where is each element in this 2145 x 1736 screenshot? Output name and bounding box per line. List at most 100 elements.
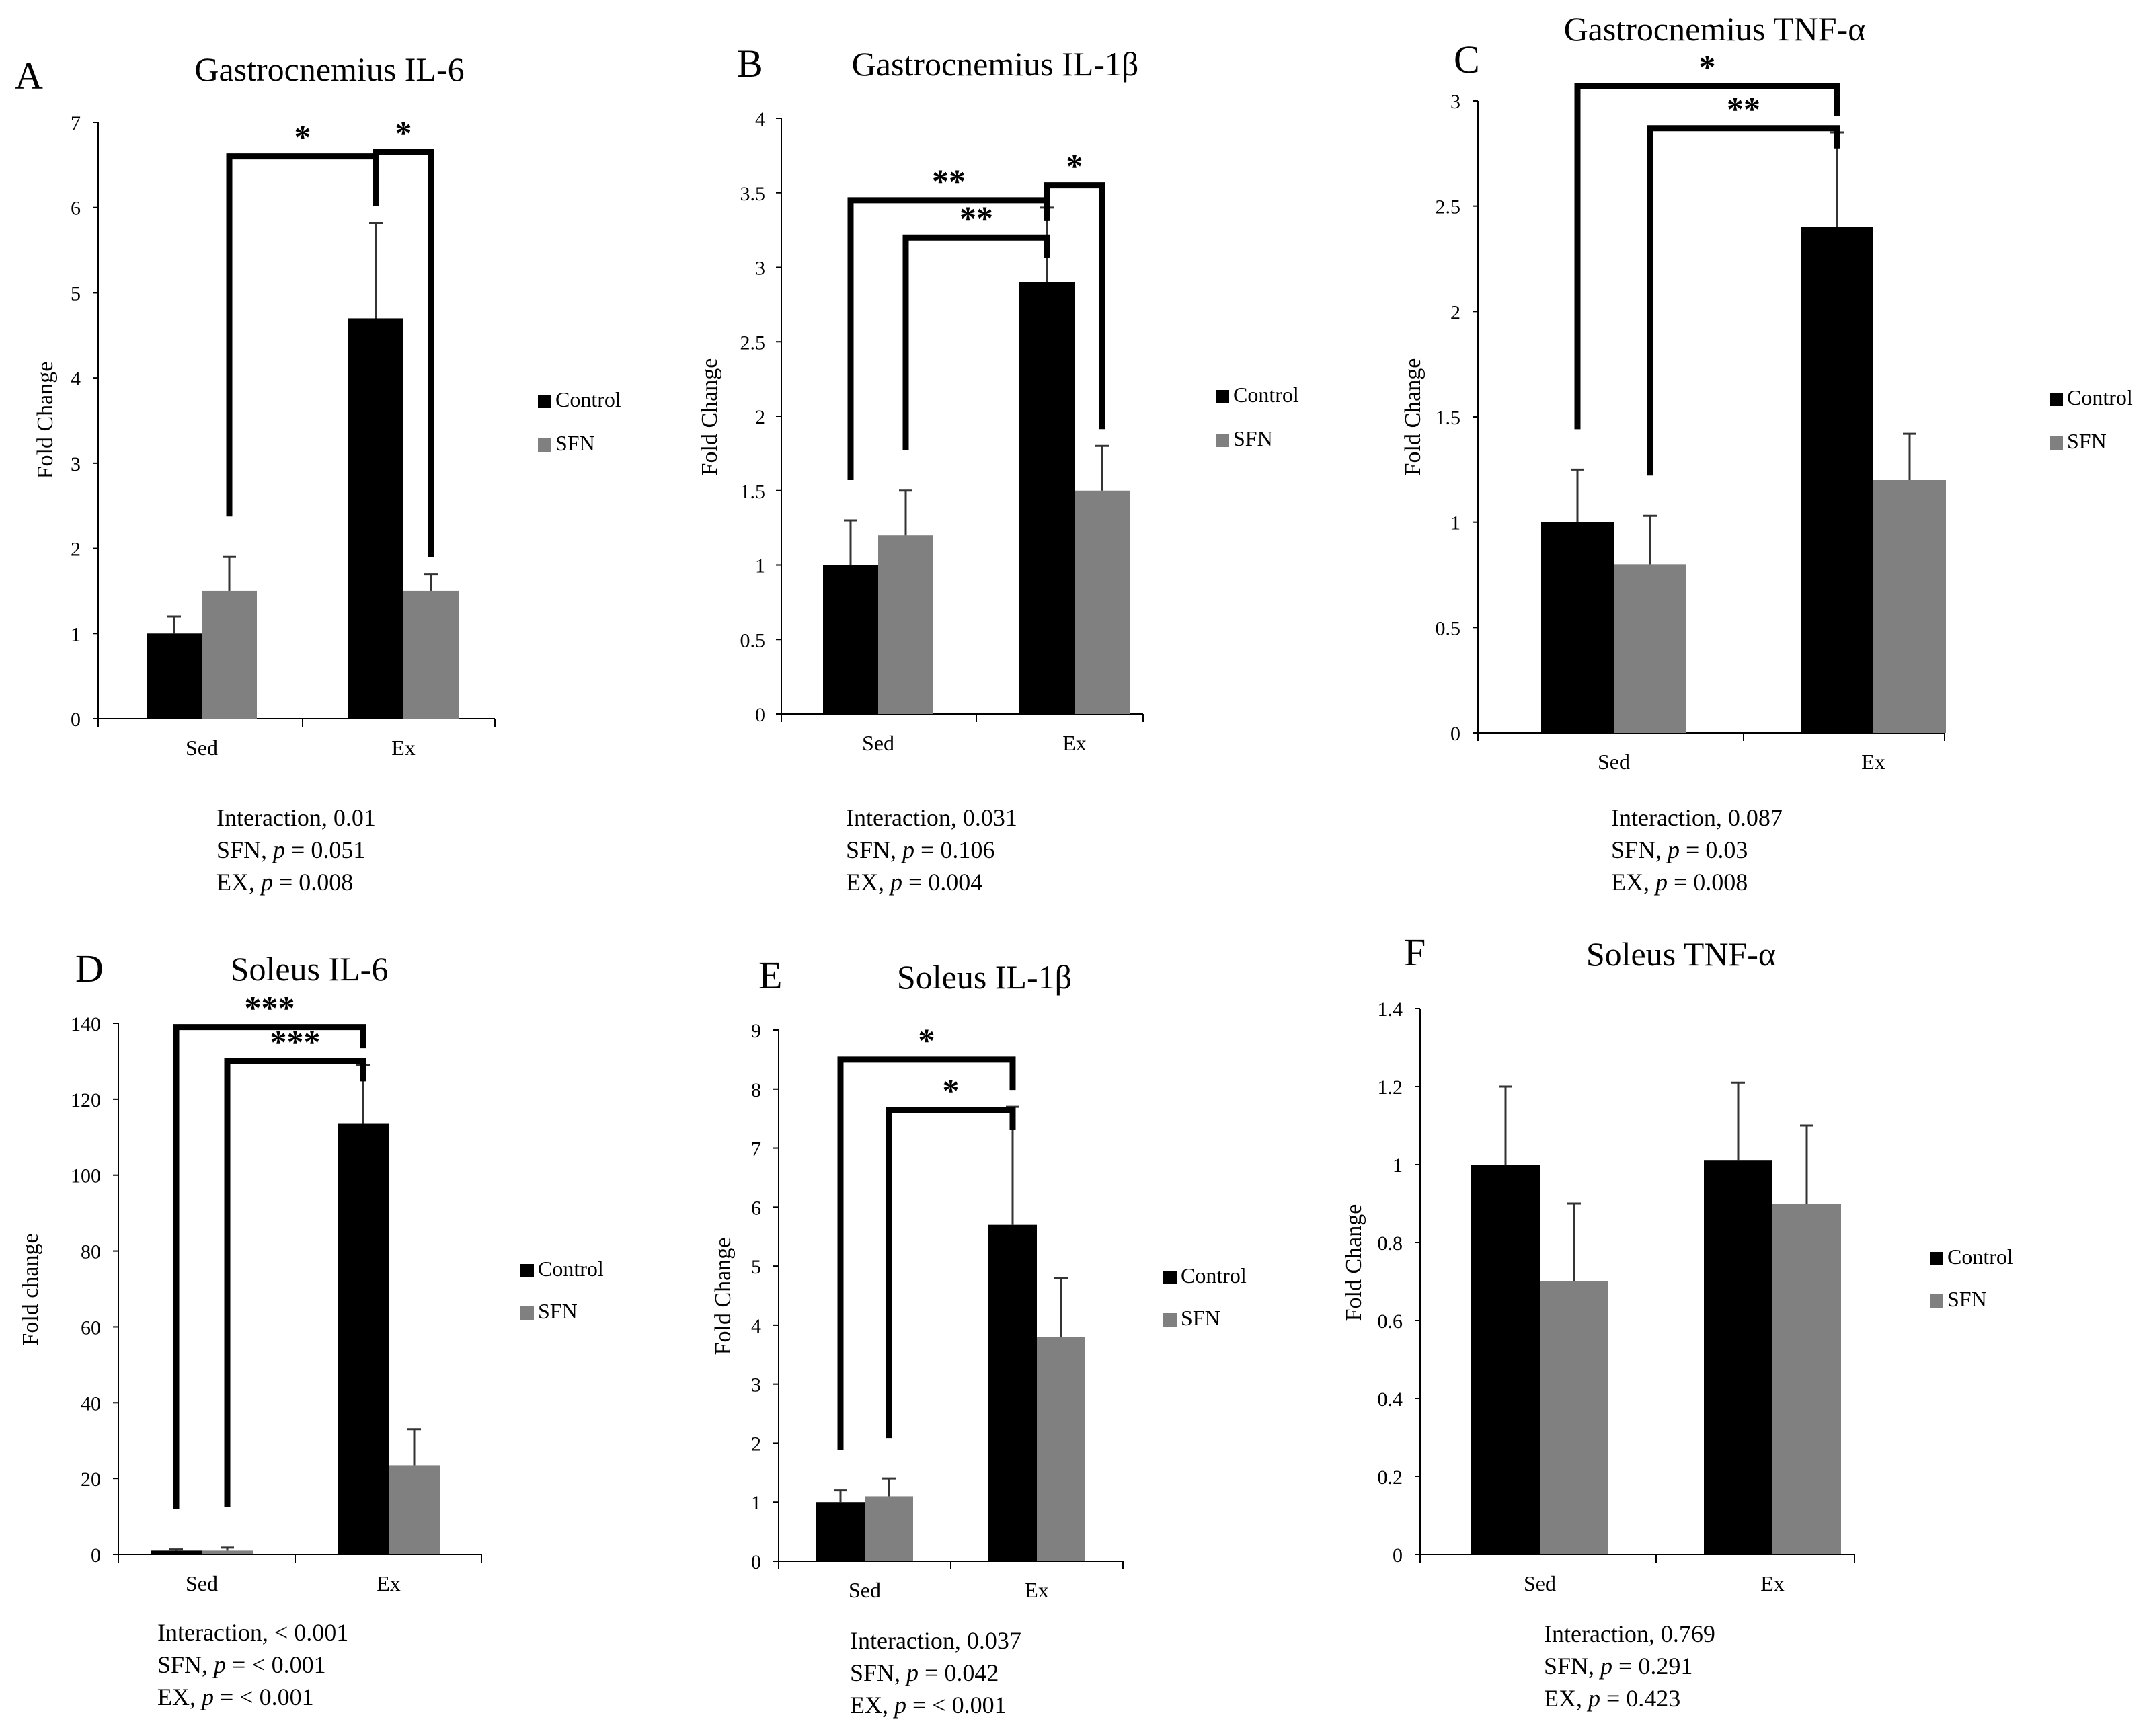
legend-swatch-control [520, 1264, 534, 1277]
y-tick-label: 0 [91, 1544, 101, 1567]
y-tick-label: 1.4 [1378, 998, 1403, 1021]
stats-sfn: SFN, p = 0.291 [1544, 1653, 1692, 1680]
significance-label: * [1699, 48, 1716, 85]
bar-control-sed [147, 633, 202, 719]
x-tick-label: Ex [1062, 731, 1087, 755]
bar-control-ex [338, 1123, 389, 1554]
significance-bracket [373, 149, 434, 557]
y-tick-label: 40 [81, 1392, 101, 1415]
x-tick-label: Sed [186, 1571, 218, 1595]
y-tick-label: 2 [1450, 301, 1460, 323]
legend: Control SFN [2050, 385, 2133, 453]
bar-control-sed [1541, 522, 1614, 733]
x-tick-label: Sed [849, 1578, 881, 1602]
legend: Control SFN [1216, 383, 1299, 450]
significance-label: * [943, 1072, 960, 1109]
bar-sfn-sed [202, 590, 257, 719]
legend-swatch-sfn [520, 1306, 534, 1320]
bar-control-sed [816, 1502, 865, 1561]
y-tick-label: 0.4 [1378, 1388, 1403, 1411]
stats-interaction: Interaction, 0.087 [1611, 804, 1783, 831]
y-tick-label: 1.5 [1436, 407, 1461, 429]
panel-letter: D [75, 947, 104, 990]
x-tick-label: Ex [1861, 750, 1885, 774]
y-tick-label: 2.5 [1436, 196, 1461, 219]
y-tick-label: 9 [751, 1020, 761, 1042]
stats-sfn: SFN, p = 0.042 [850, 1659, 999, 1686]
x-tick-label: Ex [391, 736, 416, 760]
x-tick-label: Sed [186, 736, 218, 760]
panel-letter: A [15, 54, 43, 97]
y-axis-label: Fold Change [33, 362, 58, 479]
legend-swatch-sfn [1216, 434, 1229, 447]
y-tick-label: 20 [81, 1468, 101, 1491]
stats-ex: EX, p = 0.008 [217, 869, 353, 896]
y-tick-label: 0 [1450, 723, 1460, 745]
bar-sfn-ex [389, 1465, 440, 1554]
y-tick-label: 0 [71, 709, 81, 731]
stats-block: Interaction, 0.037 SFN, p = 0.042 EX, p = … [850, 1627, 1021, 1719]
x-tick-label: Ex [1025, 1578, 1049, 1602]
y-tick-label: 1.2 [1378, 1076, 1403, 1099]
stats-ex: EX, p = 0.004 [846, 869, 982, 896]
bar-sfn-ex [403, 590, 459, 719]
y-tick-label: 3 [755, 258, 765, 280]
legend-swatch-sfn [1930, 1294, 1943, 1308]
significance-label: *** [270, 1023, 321, 1060]
y-tick-label: 5 [71, 282, 81, 305]
chart-title: Soleus IL-6 [231, 950, 389, 988]
legend-swatch-control [1163, 1271, 1177, 1284]
y-tick-label: 5 [751, 1256, 761, 1278]
legend-swatch-control [1930, 1252, 1943, 1265]
legend-label-sfn: SFN [2067, 429, 2107, 453]
y-tick-label: 0 [755, 704, 765, 726]
y-tick-label: 1 [71, 623, 81, 645]
legend-label-sfn: SFN [1233, 426, 1273, 450]
x-tick-label: Ex [377, 1571, 401, 1595]
x-tick-label: Ex [1760, 1571, 1785, 1595]
x-tick-label: Sed [1598, 750, 1630, 774]
y-tick-label: 8 [751, 1079, 761, 1101]
x-tick-label: Sed [862, 731, 894, 755]
legend: Control SFN [1163, 1263, 1247, 1330]
legend: Control SFN [520, 1257, 604, 1323]
chart-panel-e: E Soleus IL-1β Fold Change 0 1 2 3 4 5 6 7 8 9 Sed Ex *… [711, 953, 1247, 1719]
legend-label-control: Control [1233, 383, 1299, 407]
stats-sfn: SFN, p = 0.051 [217, 836, 365, 863]
panel-letter: F [1404, 931, 1426, 974]
y-axis-label: Fold Change [1341, 1204, 1366, 1322]
y-tick-label: 2.5 [740, 331, 766, 354]
bar-sfn-sed [878, 535, 933, 714]
legend-label-sfn: SFN [538, 1299, 578, 1323]
y-tick-label: 1 [751, 1492, 761, 1514]
legend-swatch-control [538, 395, 551, 408]
stats-block: Interaction, 0.031 SFN, p = 0.106 EX, p = … [846, 804, 1017, 896]
stats-block: Interaction, 0.01 SFN, p = 0.051 EX, p = 0… [217, 804, 376, 896]
panel-letter: E [758, 953, 782, 997]
legend-swatch-sfn [1163, 1313, 1177, 1327]
chart-title: Gastrocnemius IL-6 [194, 50, 464, 88]
significance-label: * [919, 1021, 935, 1059]
stats-sfn: SFN, p = 0.03 [1611, 836, 1748, 863]
stats-ex: EX, p = 0.423 [1544, 1685, 1680, 1712]
chart-title: Gastrocnemius TNF-α [1564, 10, 1866, 48]
y-tick-label: 120 [71, 1089, 101, 1111]
y-tick-label: 0.5 [740, 629, 766, 652]
y-tick-label: 4 [71, 368, 81, 390]
legend: Control SFN [538, 387, 621, 455]
y-tick-label: 2 [71, 539, 81, 561]
legend: Control SFN [1930, 1245, 2013, 1311]
y-tick-label: 4 [751, 1315, 761, 1337]
legend-label-control: Control [555, 387, 621, 411]
stats-block: Interaction, < 0.001 SFN, p = < 0.001 EX, … [157, 1619, 348, 1710]
x-tick-label: Sed [1524, 1571, 1556, 1595]
legend-label-control: Control [538, 1257, 604, 1281]
y-tick-label: 0 [751, 1551, 761, 1573]
stats-ex: EX, p = 0.008 [1611, 869, 1748, 896]
legend-swatch-sfn [2050, 436, 2063, 450]
significance-bracket [1044, 182, 1105, 430]
y-tick-label: 0.8 [1378, 1232, 1403, 1255]
significance-bracket [173, 1024, 366, 1509]
chart-title: Soleus TNF-α [1586, 935, 1776, 973]
